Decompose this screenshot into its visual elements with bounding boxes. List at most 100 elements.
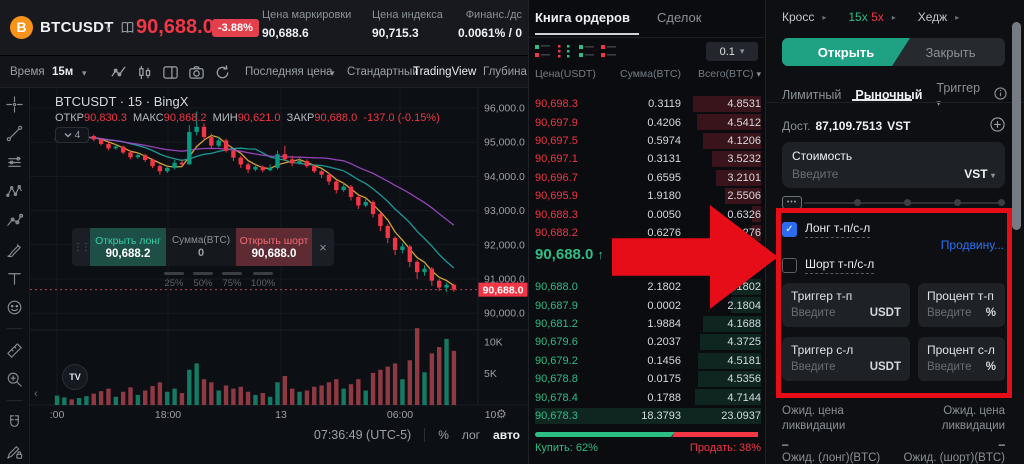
tradingview-logo[interactable]: TV	[62, 364, 88, 390]
chart-toolbar: Время 15м ▾ Последняя цена ▾ Стандартный	[0, 56, 528, 88]
tab-orderbook[interactable]: Книга ордеров	[535, 10, 630, 25]
current-price-row[interactable]: 90,688.0 ↑	[535, 246, 604, 263]
view-both-icon[interactable]	[535, 45, 550, 58]
view-asks-only-icon[interactable]	[601, 45, 616, 58]
trend-line-tool-icon[interactable]	[5, 123, 25, 143]
tab-close[interactable]: Закрыть	[925, 44, 976, 60]
scale-percent-toggle[interactable]: %	[438, 428, 449, 442]
tab-limit[interactable]: Лимитный	[782, 88, 842, 102]
xabcd-pattern-tool-icon[interactable]	[5, 181, 25, 201]
timeframe-caret-icon[interactable]: ▾	[82, 68, 87, 78]
scale-log-toggle[interactable]: лог	[461, 428, 481, 442]
orderbook-bid-row[interactable]: 90,679.2 0.1456 4.5181	[535, 352, 761, 370]
brush-tool-icon[interactable]	[5, 239, 25, 259]
open-long-button[interactable]: Открыть лонг 90,688.2	[90, 228, 166, 266]
zoom-in-tool-icon[interactable]	[5, 369, 25, 389]
orderbook-bid-row[interactable]: 90,678.8 0.0175 4.5356	[535, 370, 761, 388]
tab-trades[interactable]: Сделок	[657, 10, 702, 25]
orderbook-bid-row[interactable]: 90,681.2 1.9884 4.1688	[535, 315, 761, 333]
panel-scrollbar[interactable]	[1012, 22, 1021, 230]
parallel-lines-tool-icon[interactable]	[5, 152, 25, 172]
tab-market[interactable]: Рыночный	[855, 88, 923, 102]
view-tradingview-tab[interactable]: TradingView	[413, 66, 477, 78]
total-sort-caret-icon[interactable]: ▾	[756, 69, 761, 79]
tab-open[interactable]: Открыть	[782, 38, 910, 66]
time-label: Время	[10, 66, 45, 78]
magnet-tool-icon[interactable]	[5, 412, 25, 432]
deposit-plus-icon[interactable]	[990, 117, 1005, 135]
long-tpsl-row: ✓ Лонг т-п/с-л	[782, 221, 1005, 238]
tpsl-field-3[interactable]: Процент с-л Введите%	[918, 337, 1005, 381]
refresh-icon[interactable]	[214, 64, 231, 81]
info-icon[interactable]	[994, 87, 1007, 103]
orderbook-bid-row[interactable]: 90,678.4 0.1788 4.7144	[535, 388, 761, 406]
chart-canvas-area[interactable]: 96,000.0 95,000.0 94,000.0 93,000.0 92,000.0…	[30, 88, 528, 464]
price-chart[interactable]: 96,000.0 95,000.0 94,000.0 93,000.0 92,000.0…	[30, 88, 528, 464]
orderbook-bid-row[interactable]: 90,688.0 2.1802 2.1802	[535, 278, 761, 296]
short-tpsl-checkbox[interactable]	[782, 258, 797, 273]
orderbook-book-icon[interactable]	[120, 20, 135, 40]
forecast-tool-icon[interactable]	[5, 210, 25, 230]
open-short-button[interactable]: Открыть шорт 90,688.0	[236, 228, 312, 266]
cost-input[interactable]: Стоимость Введите VST ▾	[782, 142, 1005, 188]
layout-icon[interactable]	[162, 64, 179, 81]
pair-selector[interactable]: BTCUSDT	[40, 19, 114, 36]
view-columns-icon[interactable]	[557, 45, 572, 58]
indicators-icon[interactable]	[110, 64, 127, 81]
tab-trigger[interactable]: Триггер ▾	[936, 81, 981, 108]
orderbook-ask-row[interactable]: 90,697.9 0.4206 4.5412	[535, 113, 761, 131]
collapse-left-icon[interactable]: ‹	[34, 388, 38, 400]
orderbook-bid-row[interactable]: 90,678.3 18.3793 23.0937	[535, 407, 761, 425]
cost-unit-dropdown[interactable]: VST ▾	[964, 167, 995, 181]
percent-100-button[interactable]: 100%	[251, 272, 275, 289]
orderbook-bid-row[interactable]: 90,687.9 0.0002 2.1804	[535, 296, 761, 314]
emoji-tool-icon[interactable]	[5, 297, 25, 317]
orderbook-ask-row[interactable]: 90,695.9 1.9180 2.5506	[535, 187, 761, 205]
view-standard-tab[interactable]: Стандартный	[347, 66, 419, 78]
margin-leverage-row: Кросс ▸ 15x 5x ▸ Хедж ▸	[782, 10, 960, 24]
percent-25-button[interactable]: 25%	[164, 272, 184, 289]
amount-display[interactable]: Сумма(BTC) 0	[166, 228, 236, 266]
view-depth-tab[interactable]: Глубина	[483, 66, 527, 78]
indicators-collapse-button[interactable]: 4	[55, 127, 89, 143]
orderbook-ask-row[interactable]: 90,688.3 0.0050 0.6326	[535, 205, 761, 223]
price-mode-caret-icon[interactable]: ▾	[330, 68, 335, 78]
svg-text:18:00: 18:00	[155, 409, 181, 421]
percent-50-button[interactable]: 50%	[193, 272, 213, 289]
draw-lock-tool-icon[interactable]	[5, 441, 25, 461]
chevron-down-icon[interactable]: ▾	[106, 24, 111, 34]
orderbook-ask-row[interactable]: 90,697.5 0.5974 4.1206	[535, 132, 761, 150]
svg-text:95,000.0: 95,000.0	[484, 137, 525, 149]
tpsl-field-2[interactable]: Триггер с-л Введите USDT	[782, 337, 910, 381]
percent-75-button[interactable]: 75%	[222, 272, 242, 289]
text-tool-icon[interactable]	[5, 268, 25, 288]
scale-auto-toggle[interactable]: авто	[493, 428, 520, 442]
ruler-tool-icon[interactable]	[5, 340, 25, 360]
orderbook-ask-row[interactable]: 90,697.1 0.3131 3.5232	[535, 150, 761, 168]
advanced-link[interactable]: Продвину...	[940, 238, 1004, 252]
price-mode-selector[interactable]: Последняя цена	[245, 66, 333, 78]
close-icon[interactable]: ×	[312, 228, 334, 266]
candles-icon[interactable]	[136, 64, 153, 81]
orderbook-bid-row[interactable]: 90,679.6 0.2037 4.3725	[535, 333, 761, 351]
margin-mode-selector[interactable]: Кросс	[782, 10, 815, 24]
view-bids-only-icon[interactable]	[579, 45, 594, 58]
tools-divider	[6, 328, 23, 329]
orderbook-columns: Цена(USDT) Сумма(BTC) Всего(BTC) ▾	[535, 68, 761, 80]
long-tpsl-checkbox[interactable]: ✓	[782, 222, 797, 237]
timeframe-selector[interactable]: 15м	[52, 66, 74, 78]
tpsl-field-1[interactable]: Процент т-п Введите%	[918, 283, 1005, 327]
precision-dropdown[interactable]: 0.1 ▾	[706, 42, 758, 61]
position-mode-selector[interactable]: Хедж	[917, 10, 948, 24]
camera-icon[interactable]	[188, 64, 205, 81]
tpsl-field-0[interactable]: Триггер т-п Введите USDT	[782, 283, 910, 327]
axis-settings-gear-icon[interactable]: ⚙	[496, 407, 507, 421]
crosshair-tool-icon[interactable]	[5, 94, 25, 114]
chart-clock[interactable]: 07:36:49 (UTC-5)	[313, 428, 412, 442]
orderbook-ask-row[interactable]: 90,696.7 0.6595 3.2101	[535, 169, 761, 187]
short-liquidation-info: Ожид. цена ликвидации –	[941, 405, 1005, 451]
drag-handle[interactable]: ⋮⋮	[73, 241, 91, 253]
order-type-tabs: Лимитный Рыночный Триггер ▾	[782, 81, 1007, 109]
orderbook-ask-row[interactable]: 90,698.3 0.3119 4.8531	[535, 95, 761, 113]
leverage-selector[interactable]: 15x 5x	[848, 10, 884, 24]
